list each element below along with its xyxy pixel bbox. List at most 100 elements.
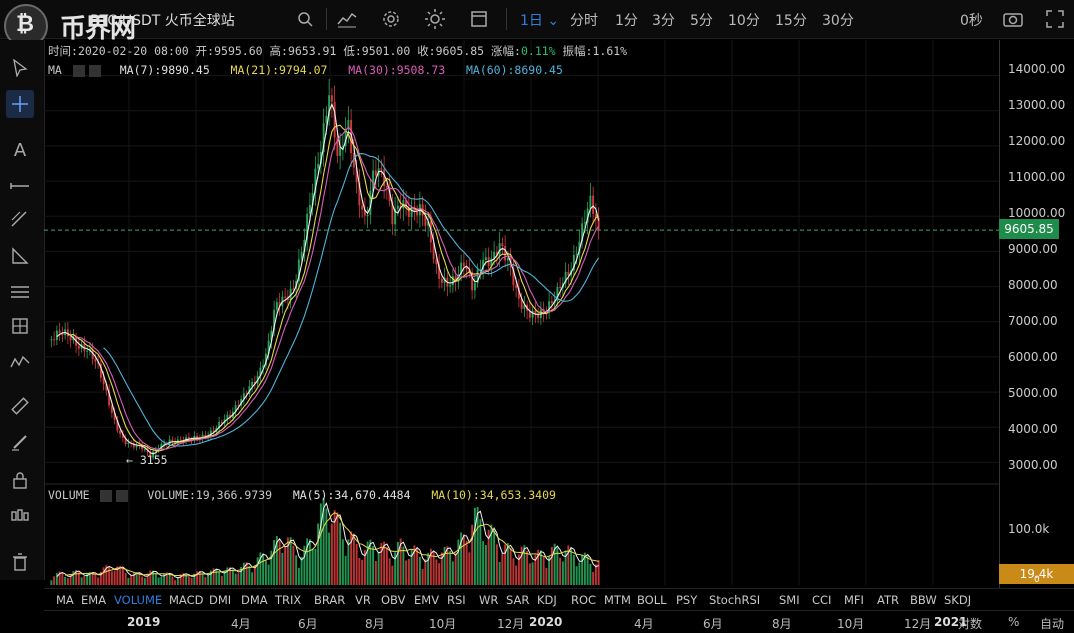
settings-gear-icon[interactable]: [378, 6, 404, 32]
lock-icon[interactable]: [6, 466, 34, 494]
brush-icon[interactable]: [6, 428, 34, 456]
volume-bar: [215, 568, 218, 585]
percent-scale-toggle[interactable]: %: [1008, 615, 1020, 629]
indicator-tab[interactable]: BOLL: [637, 593, 667, 607]
indicator-tab[interactable]: SKDJ: [944, 593, 972, 607]
price-axis-label: 3000.00: [1008, 458, 1058, 472]
interval-30m[interactable]: 30分: [822, 13, 854, 29]
indicator-tab[interactable]: StochRSI: [709, 593, 761, 607]
volume-bar: [256, 557, 259, 585]
indicator-tab[interactable]: BBW: [910, 593, 937, 607]
search-icon[interactable]: [292, 6, 318, 32]
layout-panel-icon[interactable]: [466, 6, 492, 32]
volume-settings-icon[interactable]: [100, 489, 113, 502]
price-axis-label: 11000.00: [1008, 170, 1066, 184]
ma-settings-icon[interactable]: [72, 64, 85, 77]
cursor-arrow-icon[interactable]: [6, 54, 34, 82]
crosshair-icon[interactable]: [6, 90, 34, 118]
indicator-tab[interactable]: DMI: [209, 593, 232, 607]
price-chart[interactable]: [44, 40, 999, 588]
interval-1m[interactable]: 1分: [615, 13, 638, 29]
candle-body: [110, 405, 113, 413]
indicator-tab[interactable]: EMV: [414, 593, 440, 607]
candle-body: [116, 419, 119, 431]
volume-bar: [493, 530, 496, 585]
indicator-tab[interactable]: EMA: [81, 593, 107, 607]
candle-body: [253, 381, 256, 384]
candle-body: [421, 204, 424, 216]
trend-line-icon[interactable]: [6, 206, 34, 234]
candle-body: [99, 363, 102, 378]
indicator-tab[interactable]: VOLUME: [114, 593, 163, 607]
volume-bar: [110, 571, 113, 585]
indicator-tab[interactable]: BRAR: [314, 593, 346, 607]
indicator-tab[interactable]: KDJ: [537, 593, 557, 607]
volume-bar: [564, 550, 567, 585]
camera-screenshot-icon[interactable]: [1000, 6, 1026, 32]
interval-1d[interactable]: 1日 ⌄: [520, 13, 560, 29]
horizontal-ray-icon[interactable]: [6, 172, 34, 200]
indicator-tab[interactable]: VR: [355, 593, 371, 607]
indicator-tab[interactable]: PSY: [676, 593, 698, 607]
indicator-tab[interactable]: MFI: [844, 593, 864, 607]
volume-bar: [517, 554, 520, 585]
theme-sun-icon[interactable]: [422, 6, 448, 32]
indicator-tab[interactable]: ATR: [877, 593, 899, 607]
volume-bar: [413, 545, 416, 585]
interval-timeline[interactable]: 分时: [570, 13, 598, 29]
symbol-title[interactable]: BTC/USDT 火币全球站: [90, 13, 235, 29]
time-axis[interactable]: 2019 4月 6月 8月 10月 12月 2020 4月 6月 8月 10月 …: [44, 610, 1074, 633]
wave-pattern-icon[interactable]: [6, 348, 34, 376]
indicator-tab[interactable]: OBV: [381, 593, 406, 607]
indicator-tab[interactable]: RSI: [447, 593, 466, 607]
interval-5m[interactable]: 5分: [690, 13, 713, 29]
ma30-value: MA(30):9508.73: [348, 63, 446, 77]
interval-15m[interactable]: 15分: [775, 13, 807, 29]
indicator-tab[interactable]: WR: [479, 593, 499, 607]
ruler-icon[interactable]: [6, 392, 34, 420]
volume-bar: [94, 574, 97, 585]
fibonacci-grid-icon[interactable]: [6, 312, 34, 340]
indicator-tab[interactable]: MACD: [169, 593, 204, 607]
candle-style-icon[interactable]: [6, 502, 34, 530]
parallel-channel-icon[interactable]: [6, 278, 34, 306]
volume-bar: [119, 565, 122, 585]
indicator-tab[interactable]: MA: [56, 593, 74, 607]
volume-bar: [273, 540, 276, 585]
volume-bar: [132, 572, 135, 585]
text-tool-icon[interactable]: A: [13, 139, 27, 161]
price-axis[interactable]: 14000.00 13000.00 12000.00 11000.00 1000…: [999, 40, 1074, 588]
indicator-tab[interactable]: SMI: [779, 593, 800, 607]
candle-body: [77, 345, 80, 349]
log-scale-toggle[interactable]: 对数: [958, 617, 983, 631]
auto-scale-toggle[interactable]: 自动: [1040, 617, 1065, 631]
candle-body: [135, 444, 138, 448]
indicator-tab[interactable]: TRIX: [275, 593, 302, 607]
candle-body: [394, 208, 397, 225]
interval-10m[interactable]: 10分: [728, 13, 760, 29]
indicator-tab[interactable]: CCI: [812, 593, 832, 607]
countdown-timer: 0秒: [960, 13, 983, 29]
volume-bar: [193, 573, 196, 585]
candle-body: [548, 301, 551, 314]
triangle-tool-icon[interactable]: [6, 242, 34, 270]
volume-bar: [333, 510, 336, 585]
volume-bar: [303, 545, 306, 585]
volume-close-icon[interactable]: [116, 489, 129, 502]
indicator-tab[interactable]: SAR: [506, 593, 530, 607]
indicator-tab[interactable]: ROC: [571, 593, 597, 607]
indicator-chart-icon[interactable]: [334, 6, 360, 32]
fullscreen-icon[interactable]: [1042, 6, 1068, 32]
ma-close-icon[interactable]: [88, 64, 101, 77]
volume-bar: [55, 573, 58, 585]
interval-3m[interactable]: 3分: [652, 13, 675, 29]
indicator-tab[interactable]: MTM: [604, 593, 631, 607]
indicator-tab[interactable]: DMA: [241, 593, 268, 607]
trash-icon[interactable]: [6, 548, 34, 576]
volume-bar: [336, 512, 339, 585]
volume-bar: [311, 548, 314, 585]
ma21-line: [67, 124, 599, 452]
candle-body: [105, 384, 108, 391]
volume-bar: [176, 576, 179, 585]
candle-body: [564, 271, 567, 284]
